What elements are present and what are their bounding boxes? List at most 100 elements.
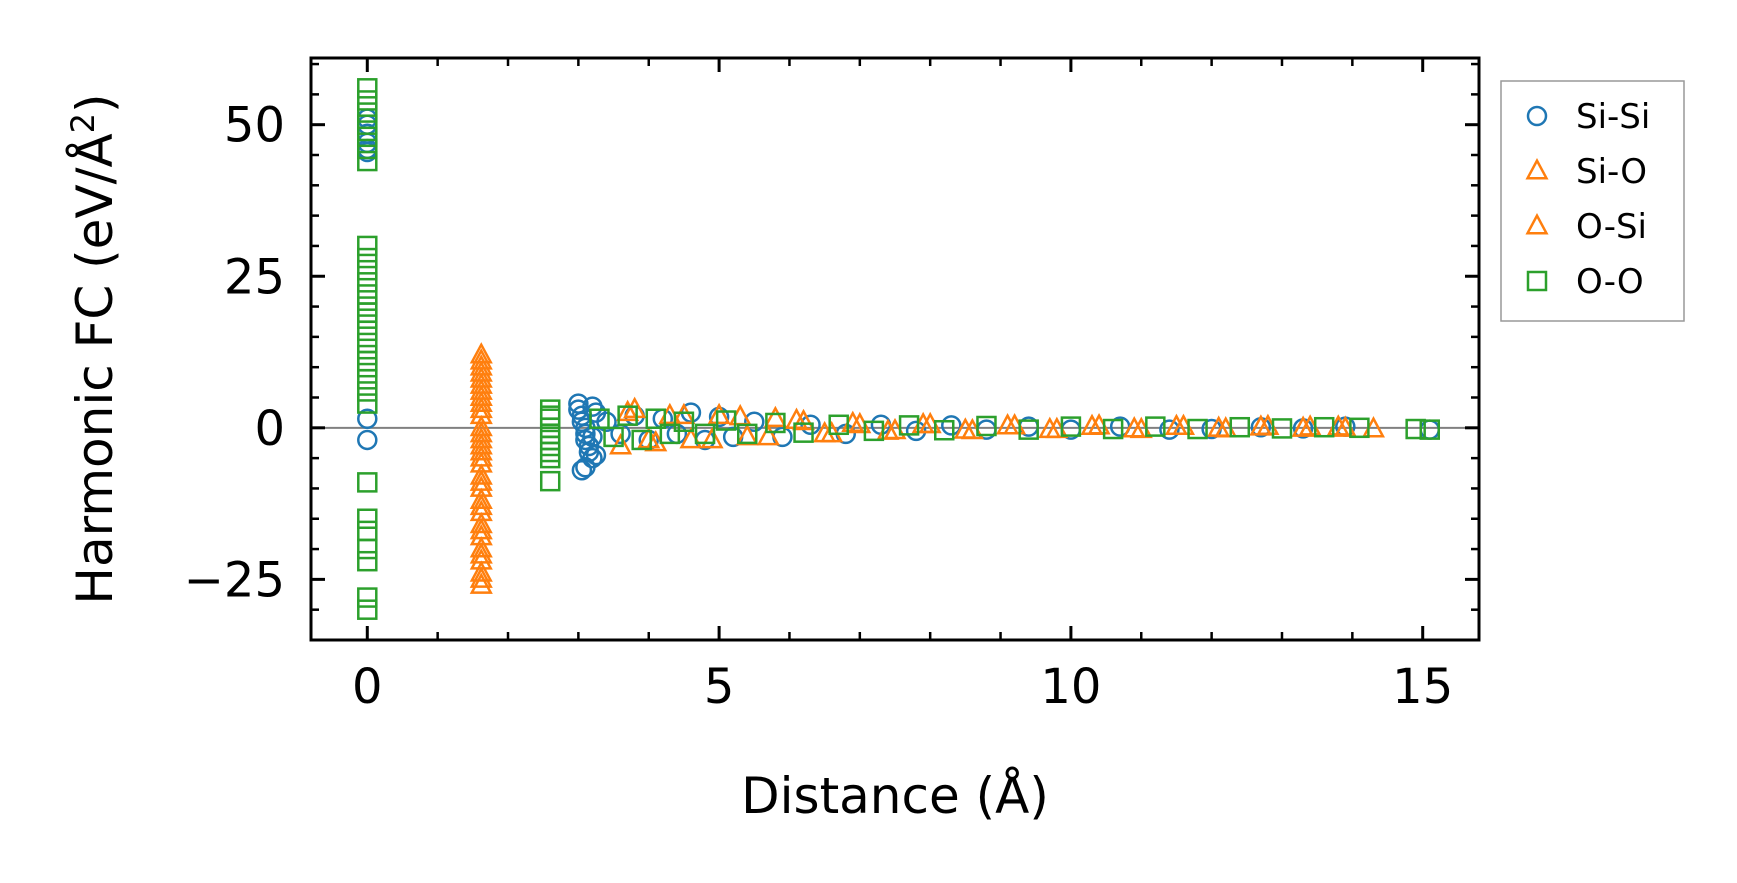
data-point: [617, 405, 638, 426]
data-point: [357, 520, 378, 542]
series-si-si: [357, 108, 1440, 481]
series-si-o: [469, 342, 1386, 594]
legend-label: O-O: [1576, 262, 1644, 302]
data-point: [469, 511, 493, 534]
legend-label: Si-O: [1576, 152, 1647, 192]
data-point: [953, 417, 977, 439]
data-point: [357, 408, 378, 429]
data-point: [848, 411, 872, 434]
data-point: [357, 247, 378, 269]
data-point: [1249, 414, 1273, 436]
data-point: [1349, 417, 1370, 439]
data-point: [357, 138, 378, 160]
data-point: [357, 78, 378, 99]
y-tick-label: 0: [254, 401, 285, 457]
data-point: [589, 408, 610, 429]
data-point: [585, 444, 607, 466]
data-point: [469, 566, 493, 588]
data-point: [469, 487, 493, 510]
data-point: [631, 429, 652, 451]
y-axis-title: Harmonic FC (eV/Å2): [64, 93, 124, 604]
data-point: [469, 420, 493, 443]
data-point: [1145, 416, 1166, 437]
y-tick-label: 50: [224, 98, 285, 154]
data-point: [357, 102, 378, 123]
data-point: [539, 447, 561, 469]
data-point: [357, 259, 378, 281]
data-point: [469, 348, 493, 370]
data-point: [996, 413, 1020, 435]
data-point: [1313, 416, 1335, 438]
data-point: [357, 320, 378, 342]
data-point: [357, 429, 378, 451]
series-o-si: [469, 348, 1350, 588]
data-point: [539, 441, 561, 463]
data-point: [469, 445, 493, 467]
legend-label: O-Si: [1576, 207, 1647, 247]
legend-label: Si-Si: [1576, 97, 1650, 137]
data-point: [469, 433, 493, 455]
legend: Si-Si Si-O O-Si O-O: [1500, 80, 1685, 322]
data-point: [616, 399, 640, 422]
data-point: [469, 536, 493, 558]
legend-marker-o-o: [1526, 270, 1548, 292]
x-tick-label: 15: [1392, 659, 1453, 715]
data-point: [672, 402, 696, 425]
x-tick-label: 0: [352, 659, 383, 715]
data-point: [357, 381, 378, 402]
data-point: [1291, 415, 1315, 437]
data-point: [1018, 419, 1039, 440]
data-point: [357, 235, 378, 257]
data-point: [1080, 413, 1104, 436]
data-point: [539, 470, 561, 492]
data-point: [469, 372, 493, 394]
data-point: [469, 493, 493, 516]
data-point: [357, 150, 378, 172]
data-point: [469, 396, 493, 419]
data-point: [357, 350, 378, 372]
data-point: [575, 456, 596, 478]
data-point: [469, 572, 493, 594]
data-point: [694, 423, 716, 445]
data-point: [735, 423, 759, 446]
data-point: [357, 508, 378, 529]
data-point: [469, 542, 493, 564]
data-point: [1229, 416, 1251, 438]
data-point: [596, 411, 617, 432]
data-point: [357, 356, 378, 378]
data-point: [469, 469, 493, 491]
data-point: [357, 587, 378, 608]
data-point: [744, 411, 765, 432]
data-point: [469, 439, 493, 461]
y-axis-title-superscript: 2: [64, 113, 102, 133]
data-point: [357, 90, 378, 111]
data-point: [898, 415, 920, 436]
data-markers: [357, 78, 1440, 620]
data-point: [1038, 416, 1062, 439]
data-point: [673, 411, 695, 432]
data-point: [357, 393, 378, 414]
y-tick-label: −25: [184, 552, 285, 608]
data-point: [469, 463, 493, 485]
data-point: [756, 423, 780, 446]
axis-ticks: [311, 58, 1479, 640]
data-point: [828, 414, 849, 436]
data-point: [793, 422, 814, 443]
data-point: [976, 415, 997, 437]
data-point: [1187, 418, 1208, 440]
data-point: [539, 429, 561, 451]
data-point: [1207, 415, 1231, 437]
data-point: [357, 302, 378, 323]
x-axis-title: Distance (Å): [741, 767, 1049, 825]
data-point: [357, 296, 378, 317]
data-point: [763, 405, 787, 428]
data-point: [941, 415, 962, 436]
data-point: [707, 402, 731, 425]
data-point: [357, 272, 378, 293]
data-point: [357, 284, 378, 305]
data-point: [1164, 413, 1188, 436]
data-point: [357, 472, 378, 493]
y-tick-label: 25: [224, 249, 285, 305]
data-point: [1159, 419, 1180, 440]
